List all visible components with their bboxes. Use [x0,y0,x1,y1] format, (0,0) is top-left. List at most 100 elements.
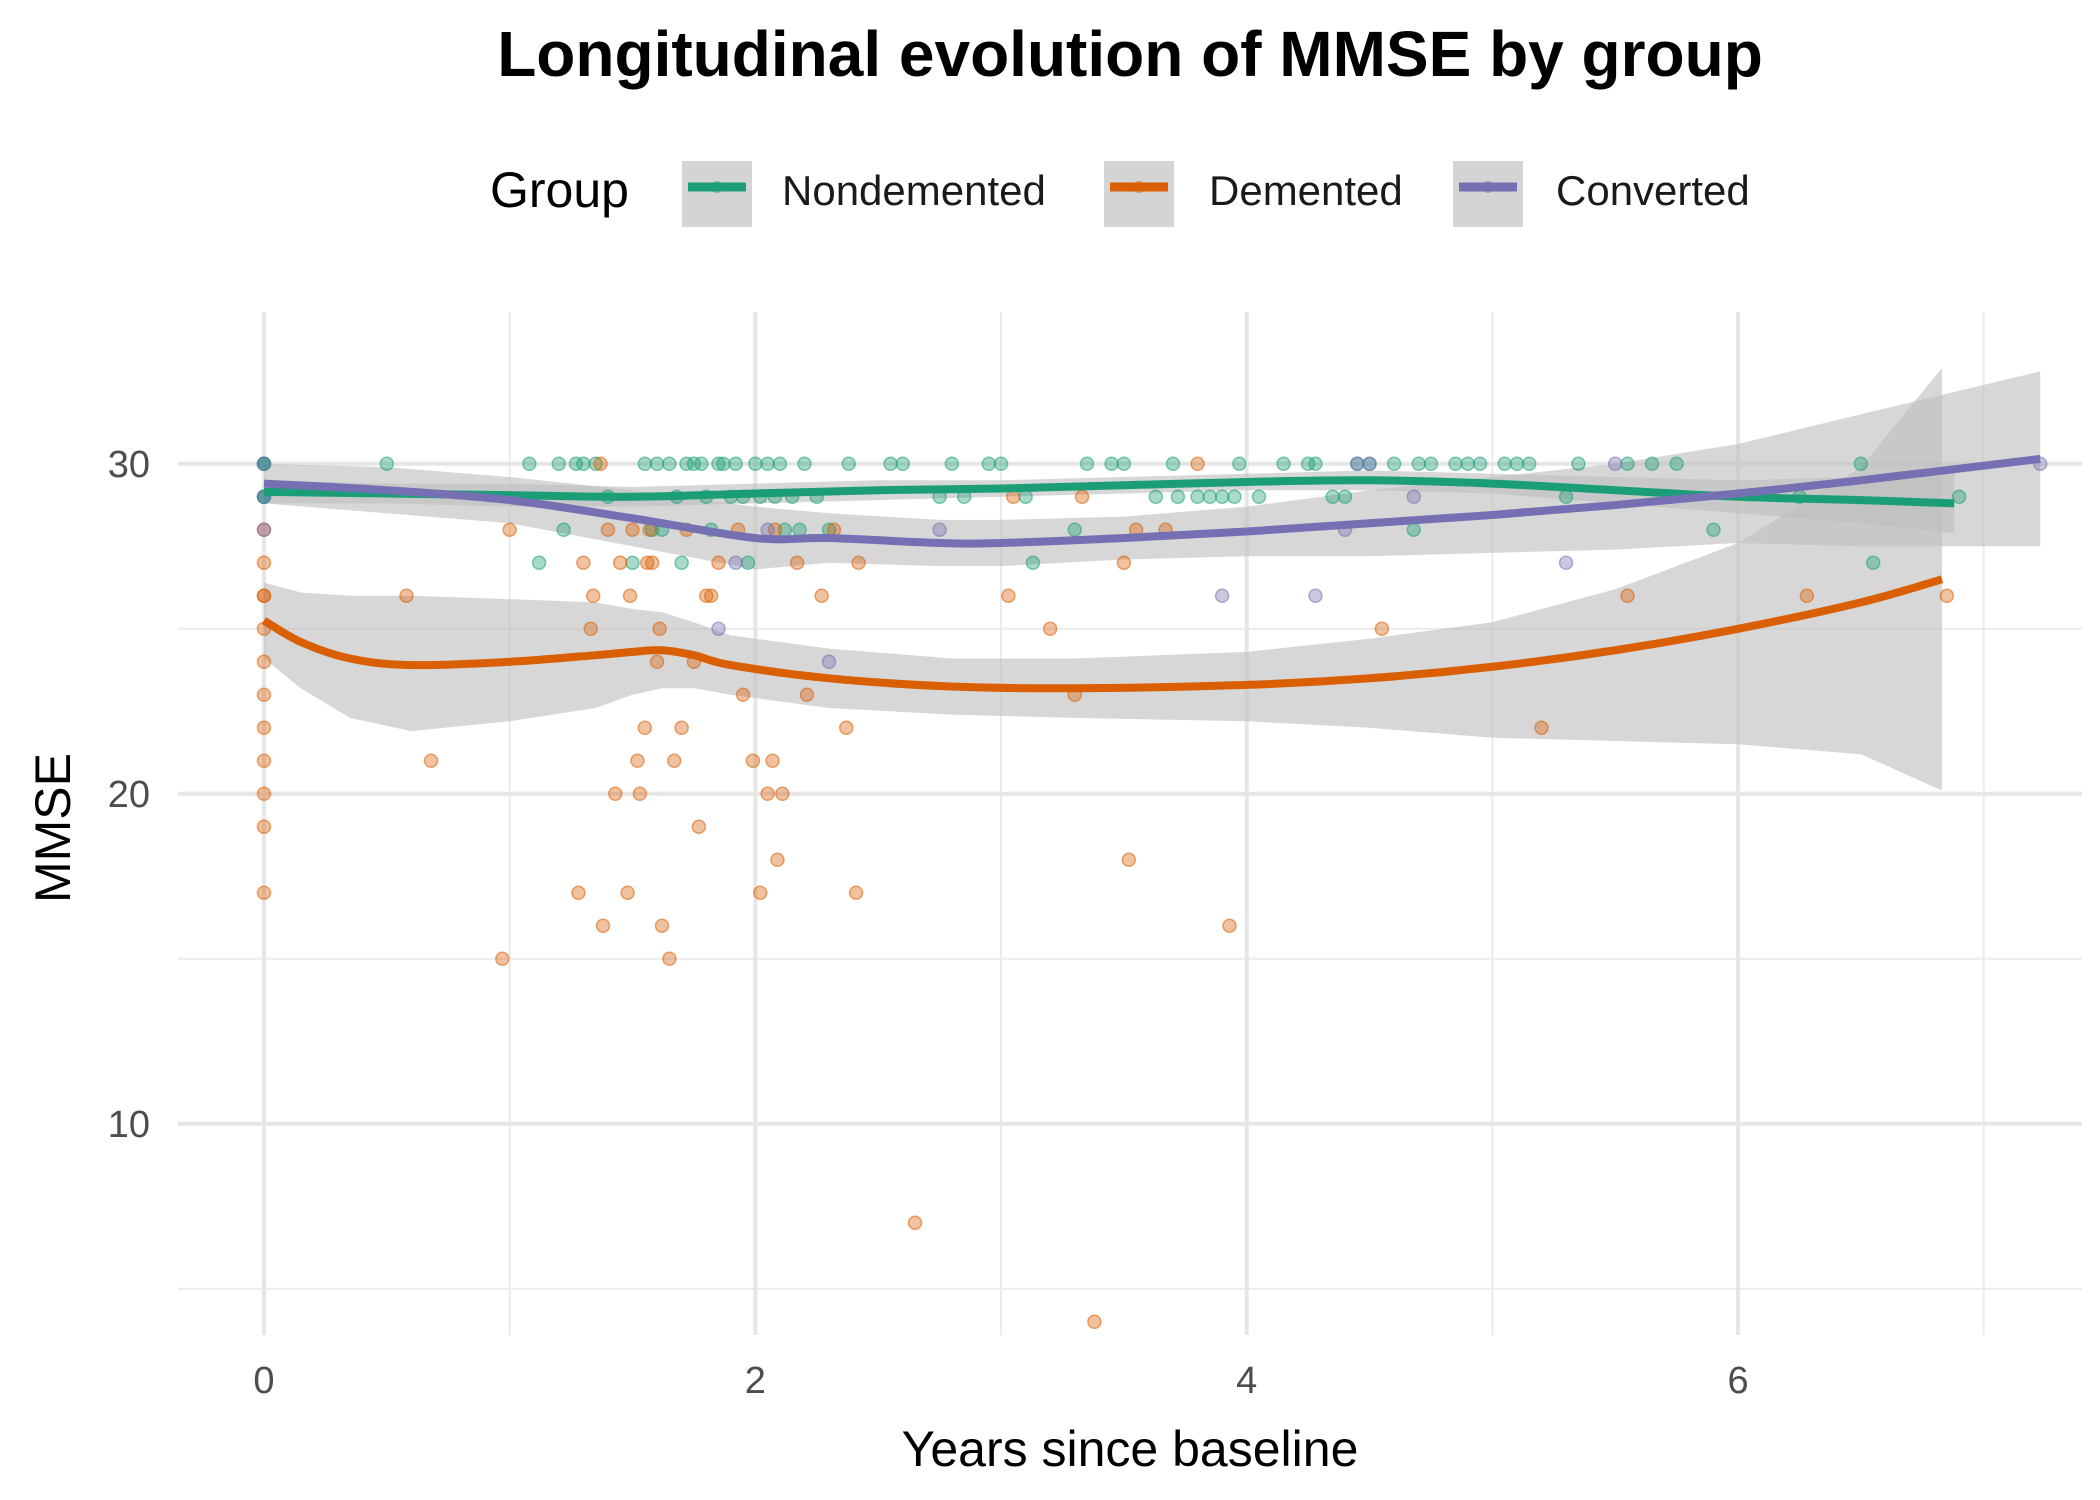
data-point-demented-14 [495,951,510,967]
legend-point-demented [1133,181,1145,193]
data-point-converted-8 [1214,588,1230,604]
data-point-nondemented-79 [1460,456,1476,472]
data-point-demented-44 [703,588,719,604]
data-point-demented-23 [608,786,623,802]
data-point-nondemented-29 [716,456,731,472]
data-point-demented-36 [654,918,670,934]
data-point-converted-7 [932,522,947,538]
smooth-line-converted [263,454,2041,548]
data-point-nondemented-41 [792,522,807,538]
data-point-demented-62 [907,1215,923,1231]
data-point-nondemented-57 [1104,456,1119,472]
data-point-demented-26 [622,588,638,604]
data-point-nondemented-87 [1644,456,1660,472]
data-point-demented-39 [674,720,689,736]
data-point-nondemented-53 [1018,489,1033,505]
data-point-nondemented-82 [1509,456,1525,472]
legend-key-demented [1104,161,1174,227]
data-point-nondemented-77 [1423,456,1439,472]
data-point-nondemented-55 [1067,522,1082,538]
data-point-demented-34 [649,654,665,670]
confidence-band-demented [263,368,1942,791]
data-point-nondemented-34 [748,456,763,472]
data-point-nondemented-45 [841,456,856,472]
data-point-nondemented-47 [895,456,910,472]
data-point-demented-56 [799,687,815,703]
y-tick-label-10: 10 [108,1104,150,1146]
data-point-nondemented-9 [551,456,567,472]
legend-key-converted [1453,161,1523,227]
data-point-demented-16 [571,885,586,901]
data-point-demented-21 [595,918,611,934]
data-point-demented-4 [256,687,272,703]
legend-title: Group [490,162,629,218]
data-point-converted-3 [711,621,726,637]
data-point-demented-15 [502,522,517,538]
data-point-demented-27 [625,522,640,538]
smooth-line-nondemented [263,476,1955,508]
data-point-nondemented-85 [1571,456,1586,472]
data-point-converted-11 [1350,456,1365,472]
data-point-nondemented-62 [1190,489,1205,505]
legend-label-converted: Converted [1556,167,1750,214]
data-point-nondemented-91 [1853,456,1869,472]
data-point-nondemented-49 [944,456,960,472]
data-point-nondemented-33 [740,555,756,571]
legend-label-demented: Demented [1209,167,1403,214]
data-point-nondemented-51 [981,456,996,472]
data-point-nondemented-92 [1865,555,1881,571]
y-tick-label-20: 20 [108,774,150,816]
data-point-demented-61 [848,885,864,901]
data-point-demented-22 [600,522,616,538]
data-point-demented-79 [1939,588,1955,604]
data-point-nondemented-76 [1411,456,1426,472]
data-point-converted-14 [1558,555,1574,571]
data-point-demented-12 [399,588,414,604]
data-point-demented-18 [583,621,598,637]
y-axis-ticks: 10 20 30 [108,444,150,1146]
data-point-nondemented-23 [679,456,694,472]
data-point-demented-75 [1374,621,1390,637]
data-point-demented-51 [765,753,780,769]
data-point-nondemented-36 [760,456,775,472]
legend-point-converted [1482,181,1494,193]
data-point-demented-33 [644,555,660,571]
data-point-nondemented-18 [649,456,665,472]
data-point-demented-29 [632,786,648,802]
data-point-nondemented-38 [772,456,788,472]
data-point-demented-47 [735,687,751,703]
data-point-demented-35 [652,621,667,637]
data-point-nondemented-71 [1325,489,1340,505]
data-point-nondemented-46 [883,456,898,472]
data-point-nondemented-56 [1079,456,1095,472]
data-point-nondemented-22 [674,555,689,571]
data-point-converted-4 [728,555,743,571]
data-point-nondemented-86 [1620,456,1635,472]
data-point-nondemented-6 [379,456,395,472]
data-point-demented-68 [1087,1314,1102,1330]
data-point-demented-28 [630,753,645,769]
data-point-demented-73 [1190,456,1205,472]
data-point-demented-8 [256,819,272,835]
data-point-demented-30 [637,720,653,736]
x-tick-label-2: 2 [745,1360,766,1402]
legend-entry-nondemented: Nondemented [682,161,1046,227]
data-point-nondemented-58 [1116,456,1132,472]
data-point-nondemented-13 [588,456,603,472]
data-point-demented-6 [256,753,272,769]
data-point-nondemented-16 [637,456,653,472]
data-point-converted-9 [1308,588,1323,604]
smooth-line-demented [261,575,1944,693]
plot-panel [178,312,2082,1335]
data-point-nondemented-61 [1170,489,1186,505]
data-point-nondemented-93 [1951,489,1967,505]
x-tick-label-0: 0 [253,1360,274,1402]
data-point-demented-53 [770,852,785,868]
data-point-nondemented-64 [1214,489,1230,505]
data-point-nondemented-31 [728,456,743,472]
data-point-nondemented-52 [993,456,1009,472]
data-point-demented-0 [256,555,272,571]
data-point-demented-20 [593,456,608,472]
